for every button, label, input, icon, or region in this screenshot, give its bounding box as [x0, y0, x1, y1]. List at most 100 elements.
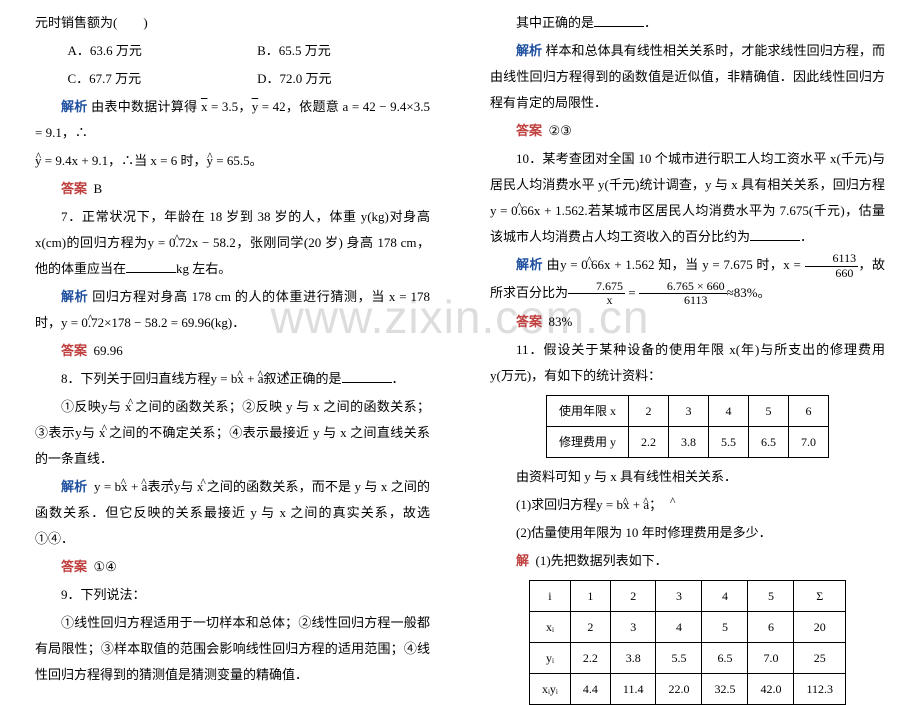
cell: 3.8: [610, 643, 656, 674]
q9-stem: 9．下列说法：: [35, 582, 430, 608]
q10-analysis: 解析 由y = 0.66x + 1.562 知，当 y = 7.675 时，x …: [490, 252, 885, 307]
q9-answer-value: ②③: [549, 123, 572, 138]
q11-sub1-a: (1)求回归方程: [516, 497, 596, 512]
cell: 42.0: [748, 674, 794, 705]
answer-label-2: 答案: [61, 343, 87, 358]
blank-2: [342, 370, 392, 383]
frac-3: 6.765 × 6606113: [639, 280, 727, 307]
cell: 4: [709, 396, 749, 427]
cell: xᵢyᵢ: [529, 674, 570, 705]
cell: 2: [610, 581, 656, 612]
q6-analysis-text-2: = 3.5，: [207, 99, 251, 114]
table-row: 使用年限 x 2 3 4 5 6: [546, 396, 828, 427]
cell: 3: [669, 396, 709, 427]
frac-2: 7.675x: [568, 280, 625, 307]
q8-stem-1: 8．下列关于回归直线方程: [61, 371, 211, 386]
q6-choice-d: D．72.0 万元: [225, 66, 415, 92]
q11-table-2: i 1 2 3 4 5 Σ xᵢ 2 3 4 5 6 20 yᵢ 2.2 3.8: [529, 580, 846, 705]
q8-answer-value: ①④: [94, 559, 117, 574]
cell: 5: [702, 612, 748, 643]
q6-choice-c: C．67.7 万元: [35, 66, 225, 92]
answer-label-3: 答案: [61, 559, 87, 574]
q7-stem: 7．正常状况下，年龄在 18 岁到 38 岁的人，体重 y(kg)对身高 x(c…: [35, 204, 430, 282]
right-column: 其中正确的是． 解析 样本和总体具有线性相关关系时，才能求线性回归方程，而由线性…: [460, 0, 920, 651]
cell: yᵢ: [529, 643, 570, 674]
y-hat-5: y: [211, 371, 218, 386]
q6-answer-value: B: [94, 181, 103, 196]
q11-note: 由资料可知 y 与 x 具有线性相关关系．: [490, 464, 885, 490]
q8-stem: 8．下列关于回归直线方程y = bx + a叙述正确的是．: [35, 366, 430, 392]
q6-choice-b: B．65.5 万元: [225, 38, 415, 64]
q6-stem-tail: 元时销售额为( ): [35, 10, 430, 36]
y-hat-11: y: [560, 257, 567, 272]
y-hat-7: y: [75, 425, 82, 440]
q8-body-1: ①反映: [61, 399, 101, 414]
b-hat-2: b: [115, 479, 122, 494]
cell: 2.2: [570, 643, 610, 674]
y-hat-6: y: [101, 399, 108, 414]
cell: 2: [570, 612, 610, 643]
cell: 4: [656, 612, 702, 643]
q7-answer: 答案 69.96: [35, 338, 430, 364]
answer-label: 答案: [61, 181, 87, 196]
table-row: xᵢ 2 3 4 5 6 20: [529, 612, 845, 643]
frac-3-den: 6113: [639, 294, 727, 307]
q8-stem-5: ．: [392, 371, 405, 386]
cell: 3: [610, 612, 656, 643]
cell: 6.5: [702, 643, 748, 674]
cell: 5.5: [656, 643, 702, 674]
q6-analysis-line2: y = 9.4x + 9.1，∴当 x = 6 时，y = 65.5。: [35, 148, 430, 174]
y-hat: y: [35, 153, 42, 168]
q6-analysis-text-1: 由表中数据计算得: [91, 99, 201, 114]
frac-2-num: 7.675: [568, 280, 625, 294]
q11-solve: 解 (1)先把数据列表如下．: [490, 548, 885, 574]
cell: 5.5: [709, 427, 749, 458]
b-hat-3: b: [617, 497, 624, 512]
cell: 3: [656, 581, 702, 612]
q9-tail: 其中正确的是．: [490, 10, 885, 36]
q10-stem-1: 10．某考查团对全国 10 个城市进行职工人均工资水平 x(千元)与居民人均消费…: [490, 151, 885, 192]
q11-stem: 11．假设关于某种设备的使用年限 x(年)与所支出的修理费用 y(万元)，有如下…: [490, 337, 885, 389]
q7-analysis-2: = 0.72×178 − 58.2 = 69.96(kg)．: [68, 315, 246, 330]
q9-body: ①线性回归方程适用于一切样本和总体；②线性回归方程一般都有局限性；③样本取值的范…: [35, 610, 430, 688]
q6-analysis-text-4: = 9.4x + 9.1，∴当 x = 6 时，: [42, 153, 207, 168]
a-hat-3: a: [643, 497, 649, 512]
blank-4: [750, 228, 800, 241]
q11-sub2: (2)估量使用年限为 10 年时修理费用是多少．: [490, 520, 885, 546]
q6-analysis: 解析 由表中数据计算得 x = 3.5，y = 42，依题意 a = 42 − …: [35, 94, 430, 146]
analysis-label-2: 解析: [61, 289, 88, 304]
q10-stem: 10．某考查团对全国 10 个城市进行职工人均工资水平 x(千元)与居民人均消费…: [490, 146, 885, 250]
q8-body: ①反映y与 x 之间的函数关系；②反映 y 与 x 之间的函数关系；③表示y与 …: [35, 394, 430, 472]
cell: i: [529, 581, 570, 612]
cell: 2: [629, 396, 669, 427]
q11-solve-text: (1)先把数据列表如下．: [536, 553, 668, 568]
cell: Σ: [794, 581, 846, 612]
q10-stem-2: = 0.66x + 1.562.若某城市区居民人均消费水平为 7.675(千元)…: [490, 203, 885, 244]
a-hat-2: a: [142, 479, 148, 494]
answer-label-4: 答案: [516, 123, 542, 138]
y-hat-12: y: [596, 497, 603, 512]
q10-analysis-1: 由: [547, 257, 560, 272]
blank-3: [594, 14, 644, 27]
cell: xᵢ: [529, 612, 570, 643]
q6-choice-a: A．63.6 万元: [35, 38, 225, 64]
cell: 3.8: [669, 427, 709, 458]
q10-analysis-2: = 0.66x + 1.562 知，当 y = 7.675 时，x =: [567, 257, 805, 272]
q6-answer: 答案 B: [35, 176, 430, 202]
cell: 7.0: [748, 643, 794, 674]
cell: 5: [749, 396, 789, 427]
table-row: xᵢyᵢ 4.4 11.4 22.0 32.5 42.0 112.3: [529, 674, 845, 705]
y-hat-4: y: [61, 315, 68, 330]
q10-stem-3: ．: [800, 229, 813, 244]
q10-analysis-5: ≈83%。: [727, 285, 771, 300]
analysis-label-3: 解析: [61, 479, 87, 494]
table-row: 修理费用 y 2.2 3.8 5.5 6.5 7.0: [546, 427, 828, 458]
cell: 4: [702, 581, 748, 612]
a-hat: a: [258, 371, 264, 386]
blank-1: [126, 260, 176, 273]
frac-2-den: x: [568, 294, 625, 307]
solve-label: 解: [516, 553, 529, 568]
q11-sub1: (1)求回归方程y = bx + a；: [490, 492, 885, 518]
cell: 修理费用 y: [546, 427, 628, 458]
y-hat-8: y: [94, 479, 101, 494]
